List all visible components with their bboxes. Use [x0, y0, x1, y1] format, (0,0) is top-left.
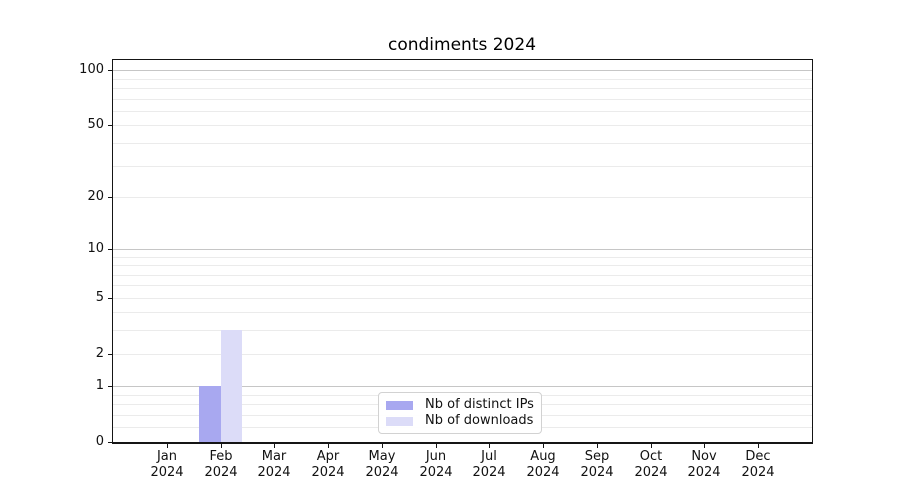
- x-tick-label-sep: Sep 2024: [565, 449, 629, 480]
- x-tick-label-line: Dec: [745, 449, 771, 464]
- x-tick-label-line: 2024: [634, 464, 668, 480]
- x-tick-label-line: Aug: [530, 449, 556, 464]
- y-tick-mark: [108, 442, 112, 443]
- x-tick-label-line: 2024: [580, 464, 614, 480]
- x-tick-label-jun: Jun 2024: [404, 449, 468, 480]
- x-tick-label-feb: Feb 2024: [189, 449, 253, 480]
- gridline-minor: [113, 298, 812, 299]
- x-tick-label-line: 2024: [311, 464, 345, 480]
- legend-label-downloads: Nb of downloads: [425, 413, 534, 428]
- x-tick-mark: [758, 444, 759, 448]
- x-tick-label-line: Sep: [584, 449, 610, 464]
- y-tick-label: 5: [95, 290, 104, 305]
- x-tick-label-line: Jan: [156, 449, 178, 464]
- gridline-minor: [113, 354, 812, 355]
- x-tick-label-oct: Oct 2024: [619, 449, 683, 480]
- x-tick-label-line: 2024: [204, 464, 238, 480]
- gridline-major: [113, 249, 812, 250]
- x-tick-label-apr: Apr 2024: [296, 449, 360, 480]
- x-tick-mark: [221, 444, 222, 448]
- gridline-minor: [113, 88, 812, 89]
- x-tick-label-line: May: [368, 449, 396, 464]
- gridline-minor: [113, 285, 812, 286]
- chart-title: condiments 2024: [387, 35, 537, 55]
- plot-area: [112, 59, 813, 444]
- x-tick-label-line: Jun: [425, 449, 447, 464]
- legend-item-downloads: Nb of downloads: [386, 413, 533, 429]
- x-tick-label-line: 2024: [741, 464, 775, 480]
- y-tick-mark: [108, 249, 112, 250]
- x-tick-mark: [704, 444, 705, 448]
- y-tick-mark: [108, 70, 112, 71]
- y-tick-mark: [108, 197, 112, 198]
- x-tick-label-line: Mar: [261, 449, 287, 464]
- y-tick-mark: [108, 386, 112, 387]
- x-tick-label-line: 2024: [419, 464, 453, 480]
- y-tick-mark: [108, 125, 112, 126]
- x-tick-mark: [274, 444, 275, 448]
- gridline-minor: [113, 330, 812, 331]
- gridline-minor: [113, 125, 812, 126]
- x-tick-label-line: 2024: [687, 464, 721, 480]
- x-tick-mark: [651, 444, 652, 448]
- legend-swatch-downloads: [386, 416, 413, 426]
- y-tick-label: 1: [95, 378, 104, 393]
- y-tick-label: 50: [87, 117, 104, 132]
- x-tick-label-mar: Mar 2024: [242, 449, 306, 480]
- gridline-minor: [113, 166, 812, 167]
- gridline-major: [113, 70, 812, 71]
- gridline-minor: [113, 197, 812, 198]
- x-tick-label-jul: Jul 2024: [457, 449, 521, 480]
- y-tick-label: 100: [79, 62, 104, 77]
- legend-item-distinct-ips: Nb of distinct IPs: [386, 397, 534, 413]
- legend-label-distinct-ips: Nb of distinct IPs: [425, 397, 534, 412]
- gridline-minor: [113, 312, 812, 313]
- x-tick-label-line: Nov: [691, 449, 717, 464]
- x-tick-mark: [543, 444, 544, 448]
- bar-feb-2024-nb-of-distinct-ips: [199, 386, 221, 442]
- x-tick-mark: [489, 444, 490, 448]
- legend-swatch-distinct-ips: [386, 400, 413, 410]
- x-tick-label-line: Jul: [481, 449, 497, 464]
- x-tick-label-dec: Dec 2024: [726, 449, 790, 480]
- x-tick-mark: [328, 444, 329, 448]
- y-tick-mark: [108, 354, 112, 355]
- x-tick-label-line: Oct: [639, 449, 663, 464]
- gridline-minor: [113, 257, 812, 258]
- gridline-major: [113, 386, 812, 387]
- x-tick-label-aug: Aug 2024: [511, 449, 575, 480]
- gridline-minor: [113, 143, 812, 144]
- x-tick-mark: [167, 444, 168, 448]
- y-tick-label: 2: [95, 346, 104, 361]
- y-tick-label: 10: [87, 241, 104, 256]
- bar-feb-2024-nb-of-downloads: [220, 330, 242, 442]
- x-tick-mark: [597, 444, 598, 448]
- gridline-minor: [113, 79, 812, 80]
- x-tick-mark: [436, 444, 437, 448]
- gridline-minor: [113, 99, 812, 100]
- y-tick-label: 0: [95, 434, 104, 449]
- x-tick-label-may: May 2024: [350, 449, 414, 480]
- x-tick-label-line: 2024: [526, 464, 560, 480]
- x-tick-label-line: 2024: [257, 464, 291, 480]
- gridline-minor: [113, 111, 812, 112]
- gridline-minor: [113, 265, 812, 266]
- y-tick-label: 20: [87, 189, 104, 204]
- x-tick-label-jan: Jan 2024: [135, 449, 199, 480]
- x-tick-label-line: Feb: [209, 449, 233, 464]
- gridline-minor: [113, 275, 812, 276]
- x-tick-label-line: 2024: [472, 464, 506, 480]
- legend: Nb of distinct IPs Nb of downloads: [378, 392, 542, 434]
- y-tick-mark: [108, 298, 112, 299]
- x-tick-label-line: 2024: [150, 464, 184, 480]
- x-tick-label-line: Apr: [316, 449, 340, 464]
- x-tick-label-nov: Nov 2024: [672, 449, 736, 480]
- x-tick-label-line: 2024: [365, 464, 399, 480]
- x-tick-mark: [382, 444, 383, 448]
